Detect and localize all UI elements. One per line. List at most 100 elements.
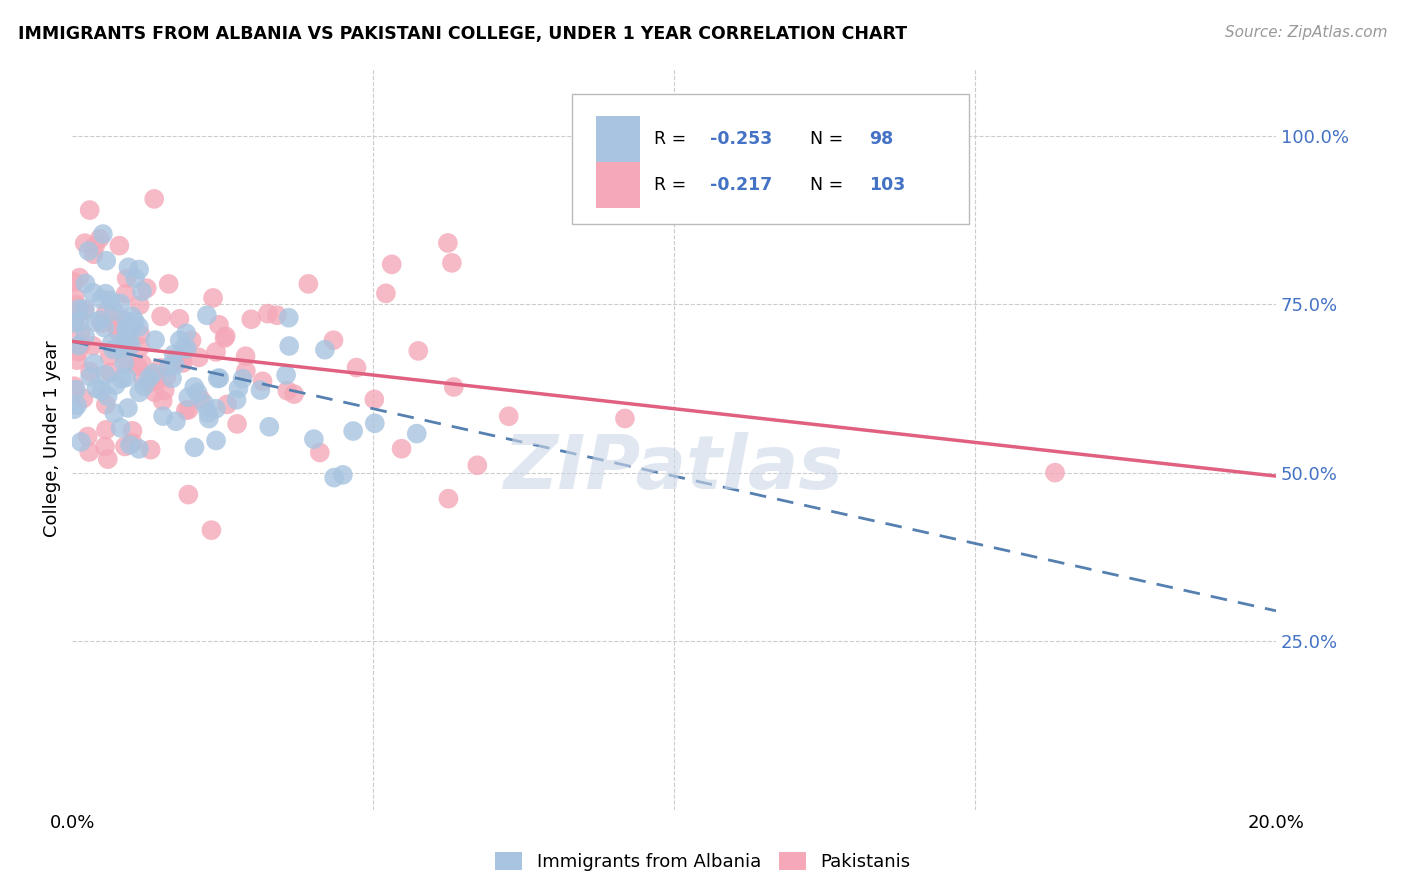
FancyBboxPatch shape <box>572 95 969 224</box>
Point <box>131 370 153 384</box>
Point <box>163 358 186 372</box>
Point <box>202 291 225 305</box>
Point <box>302 432 325 446</box>
Point <box>98 293 121 308</box>
Point <box>195 308 218 322</box>
Point <box>498 409 520 424</box>
Point <box>121 424 143 438</box>
Point <box>391 442 413 456</box>
Point <box>157 277 180 291</box>
Point <box>226 417 249 431</box>
Point <box>152 393 174 408</box>
Point <box>115 314 138 328</box>
FancyBboxPatch shape <box>596 161 640 208</box>
Point <box>94 398 117 412</box>
Point <box>97 389 120 403</box>
Point <box>112 356 135 370</box>
Point <box>364 417 387 431</box>
Point <box>103 304 125 318</box>
Point <box>82 339 104 353</box>
Point <box>186 385 208 400</box>
Point <box>197 406 219 420</box>
Point <box>276 384 298 398</box>
Point <box>342 424 364 438</box>
Point <box>118 438 141 452</box>
Point <box>283 387 305 401</box>
Point <box>131 357 153 371</box>
Point <box>79 364 101 378</box>
Point <box>132 379 155 393</box>
Text: R =: R = <box>654 129 692 147</box>
Point <box>82 285 104 300</box>
Point <box>84 315 107 329</box>
Point <box>183 380 205 394</box>
Point <box>172 356 194 370</box>
Point <box>169 334 191 348</box>
Point <box>104 318 127 333</box>
Point <box>249 383 271 397</box>
Point <box>314 343 336 357</box>
Point <box>174 403 197 417</box>
Point <box>63 379 86 393</box>
Point <box>363 392 385 407</box>
Text: Source: ZipAtlas.com: Source: ZipAtlas.com <box>1225 25 1388 40</box>
Point <box>67 344 90 359</box>
Point <box>346 360 368 375</box>
Point <box>157 359 180 374</box>
Point <box>139 376 162 390</box>
Point <box>405 426 427 441</box>
Point <box>138 371 160 385</box>
Point <box>252 375 274 389</box>
Point <box>278 339 301 353</box>
Point <box>94 368 117 382</box>
Point <box>94 305 117 319</box>
Text: N =: N = <box>810 176 849 194</box>
Point <box>70 337 93 351</box>
Point <box>67 270 90 285</box>
Point <box>322 333 344 347</box>
Point <box>143 369 166 384</box>
Point <box>100 336 122 351</box>
Point <box>94 286 117 301</box>
Text: 98: 98 <box>869 129 893 147</box>
Point <box>1043 466 1066 480</box>
Point <box>75 277 97 291</box>
Point <box>235 349 257 363</box>
Point <box>160 371 183 385</box>
Point <box>215 329 238 343</box>
Point <box>110 421 132 435</box>
Point <box>89 231 111 245</box>
Point <box>93 320 115 334</box>
Point <box>73 303 96 318</box>
Point <box>67 301 90 316</box>
Point <box>120 319 142 334</box>
Point <box>108 238 131 252</box>
Point <box>332 467 354 482</box>
Point <box>103 406 125 420</box>
Point <box>79 203 101 218</box>
Point <box>277 310 299 325</box>
Point <box>155 370 177 384</box>
Point <box>118 332 141 346</box>
Point <box>129 340 152 354</box>
Point <box>117 322 139 336</box>
Point <box>169 311 191 326</box>
Point <box>128 298 150 312</box>
Point <box>176 342 198 356</box>
Point <box>437 491 460 506</box>
Point <box>75 329 97 343</box>
Point <box>67 315 90 329</box>
Point <box>115 271 138 285</box>
Point <box>90 384 112 398</box>
Point <box>121 310 143 324</box>
Point <box>177 487 200 501</box>
Point <box>145 374 167 388</box>
Point <box>84 239 107 253</box>
Point <box>235 364 257 378</box>
Point <box>131 285 153 299</box>
Y-axis label: College, Under 1 year: College, Under 1 year <box>44 341 60 537</box>
Point <box>152 409 174 424</box>
Point <box>200 523 222 537</box>
Point <box>323 470 346 484</box>
Point <box>150 310 173 324</box>
